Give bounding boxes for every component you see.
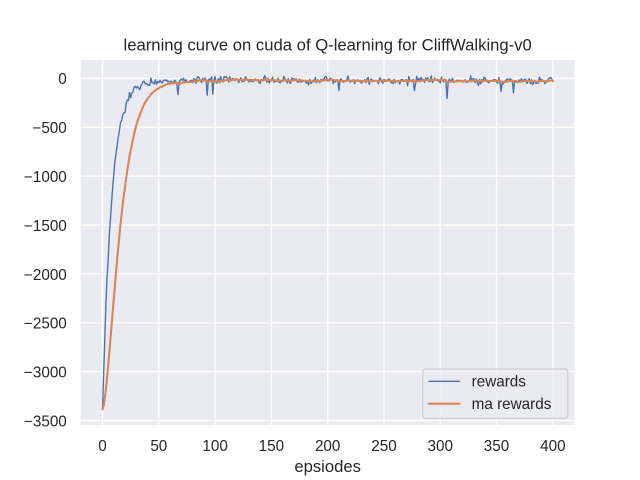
svg-text:−500: −500 (32, 120, 66, 137)
svg-text:300: 300 (428, 438, 453, 455)
svg-text:200: 200 (315, 438, 340, 455)
svg-text:100: 100 (202, 438, 227, 455)
svg-text:250: 250 (371, 438, 396, 455)
svg-text:0: 0 (98, 438, 107, 455)
svg-text:350: 350 (484, 438, 509, 455)
svg-text:−3500: −3500 (24, 413, 67, 430)
svg-text:ma rewards: ma rewards (472, 396, 552, 413)
svg-text:−2500: −2500 (24, 316, 67, 333)
svg-text:0: 0 (58, 71, 67, 88)
svg-text:50: 50 (150, 438, 167, 455)
svg-text:−1000: −1000 (24, 169, 67, 186)
svg-text:−1500: −1500 (24, 218, 67, 235)
svg-text:rewards: rewards (472, 374, 527, 391)
svg-text:400: 400 (540, 438, 565, 455)
svg-text:learning curve on cuda of Q-le: learning curve on cuda of Q-learning for… (124, 36, 532, 55)
svg-text:epsiodes: epsiodes (294, 457, 361, 476)
svg-text:150: 150 (259, 438, 284, 455)
svg-text:−3000: −3000 (24, 365, 67, 382)
svg-text:−2000: −2000 (24, 267, 67, 284)
